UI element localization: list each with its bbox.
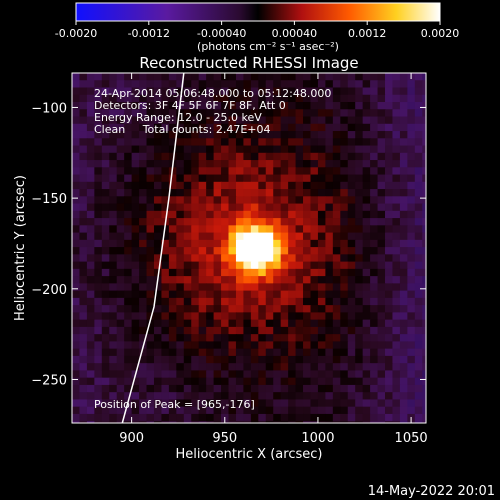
y-axis-label: Heliocentric Y (arcsec) xyxy=(13,175,28,321)
timestamp: 14-May-2022 20:01 xyxy=(368,484,495,499)
x-tick-label: 900 xyxy=(119,431,144,446)
solar-limb-curve xyxy=(121,73,185,423)
heatmap-image xyxy=(72,73,426,423)
info-block: 24-Apr-2014 05:06:48.000 to 05:12:48.000… xyxy=(94,87,331,136)
colorbar-tick-label: 0.0020 xyxy=(421,27,460,40)
x-tick-label: 1000 xyxy=(301,431,334,446)
colorbar-label: (photons cm⁻² s⁻¹ asec⁻²) xyxy=(197,40,339,53)
info-line-detectors: Detectors: 3F 4F 5F 6F 7F 8F, Att 0 xyxy=(94,99,286,112)
y-tick-label: −100 xyxy=(31,101,67,116)
colorbar xyxy=(75,2,441,22)
info-line-energy: Energy Range: 12.0 - 25.0 keV xyxy=(94,111,262,124)
colorbar-tick-label: -0.0012 xyxy=(128,27,170,40)
x-tick-label: 1050 xyxy=(395,431,428,446)
x-axis-label: Heliocentric X (arcsec) xyxy=(176,447,323,462)
plot-frame xyxy=(71,72,427,424)
colorbar-tick-label: 0.00040 xyxy=(272,27,318,40)
info-line-clean: Clean Total counts: 2.47E+04 xyxy=(94,123,271,136)
chart-title: Reconstructed RHESSI Image xyxy=(139,54,358,72)
y-axis: −100 −150 −200 −250 xyxy=(31,101,426,388)
x-tick-label: 950 xyxy=(212,431,237,446)
info-line-time: 24-Apr-2014 05:06:48.000 to 05:12:48.000 xyxy=(94,87,331,100)
y-tick-label: −150 xyxy=(31,192,67,207)
peak-position-label: Position of Peak = [965,-176] xyxy=(94,398,255,411)
colorbar-tick-label: -0.00040 xyxy=(197,27,246,40)
colorbar-ticks: -0.0020 -0.0012 -0.00040 0.00040 0.0012 0.002… xyxy=(55,21,459,40)
y-tick-label: −200 xyxy=(31,283,67,298)
y-tick-label: −250 xyxy=(31,373,67,388)
x-axis: 900 950 1000 1050 xyxy=(119,73,428,446)
colorbar-tick-label: 0.0012 xyxy=(348,27,387,40)
colorbar-tick-label: -0.0020 xyxy=(55,27,97,40)
